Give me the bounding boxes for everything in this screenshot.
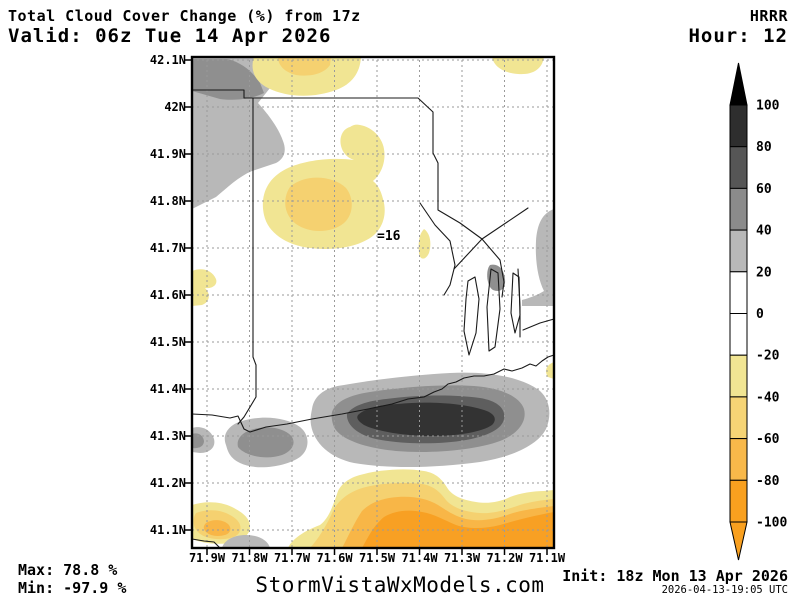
y-axis-label: 41.6N xyxy=(140,288,186,302)
forecast-hour: Hour: 12 xyxy=(688,25,788,47)
bay-shore-line xyxy=(454,208,528,269)
y-axis-label: 41.5N xyxy=(140,335,186,349)
x-axis-label: 71.6W xyxy=(312,551,358,565)
island-outline xyxy=(464,277,479,355)
colorbar-tick-label: 20 xyxy=(756,265,772,280)
station-value-label: =16 xyxy=(377,229,400,244)
contour-gray-region xyxy=(522,209,554,306)
y-axis-label: 41.3N xyxy=(140,429,186,443)
y-axis-label: 41.7N xyxy=(140,241,186,255)
contour-yellow-region xyxy=(192,269,216,306)
colorbar-tick-label: 60 xyxy=(756,182,772,197)
colorbar-segment xyxy=(730,272,747,314)
colorbar-segment xyxy=(730,439,747,481)
colorbar-tick-label: 100 xyxy=(756,99,780,114)
x-axis-label: 71.4W xyxy=(397,551,443,565)
colorbar-segment xyxy=(730,188,747,230)
colorbar-segment xyxy=(730,147,747,189)
generation-timestamp: 2026-04-13-19:05 UTC xyxy=(662,584,788,596)
colorbar-tick-label: 0 xyxy=(756,307,764,322)
colorbar-tick-label: -100 xyxy=(756,516,787,531)
bay-shore-line xyxy=(523,319,554,330)
x-axis-label: 71.9W xyxy=(184,551,230,565)
x-axis-label: 71.2W xyxy=(482,551,528,565)
x-axis-label: 71.1W xyxy=(524,551,570,565)
y-axis-label: 41.9N xyxy=(140,147,186,161)
colorbar-segment xyxy=(730,230,747,272)
y-axis-label: 42.1N xyxy=(140,53,186,67)
y-axis-label: 41.1N xyxy=(140,523,186,537)
colorbar-tick-label: -60 xyxy=(756,432,780,447)
map-title: Total Cloud Cover Change (%) from 17z xyxy=(8,7,361,25)
colorbar-arrow-bottom xyxy=(730,522,747,560)
valid-time: Valid: 06z Tue 14 Apr 2026 xyxy=(8,25,331,47)
init-time-label: Init: 18z Mon 13 Apr 2026 xyxy=(562,567,788,585)
colorbar-segment xyxy=(730,397,747,439)
weather-map xyxy=(184,49,570,555)
y-axis-label: 41.2N xyxy=(140,476,186,490)
x-axis-label: 71.3W xyxy=(439,551,485,565)
x-axis-label: 71.7W xyxy=(269,551,315,565)
y-axis-label: 41.4N xyxy=(140,382,186,396)
colorbar: 100 80 60 40 20 0 -20 -40 -60 -80 -100 xyxy=(720,55,798,575)
colorbar-segment xyxy=(730,314,747,356)
colorbar-segment xyxy=(730,355,747,397)
colorbar-tick-label: 80 xyxy=(756,140,772,155)
contour-yellow-core xyxy=(285,178,352,231)
colorbar-segment xyxy=(730,105,747,147)
colorbar-segment xyxy=(730,480,747,522)
x-axis-label: 71.5W xyxy=(354,551,400,565)
x-axis-label: 71.8W xyxy=(227,551,273,565)
colorbar-tick-label: -80 xyxy=(756,474,780,489)
colorbar-tick-label: 40 xyxy=(756,224,772,239)
colorbar-tick-label: -20 xyxy=(756,349,780,364)
model-name: HRRR xyxy=(750,7,788,25)
y-axis-label: 42N xyxy=(140,100,186,114)
colorbar-tick-label: -40 xyxy=(756,390,780,405)
y-axis-label: 41.8N xyxy=(140,194,186,208)
colorbar-arrow-top xyxy=(730,63,747,105)
island-outline xyxy=(511,273,520,333)
max-value-label: Max: 78.8 % xyxy=(18,561,117,579)
min-value-label: Min: -97.9 % xyxy=(18,579,126,597)
contour-yellow-region xyxy=(419,229,431,259)
